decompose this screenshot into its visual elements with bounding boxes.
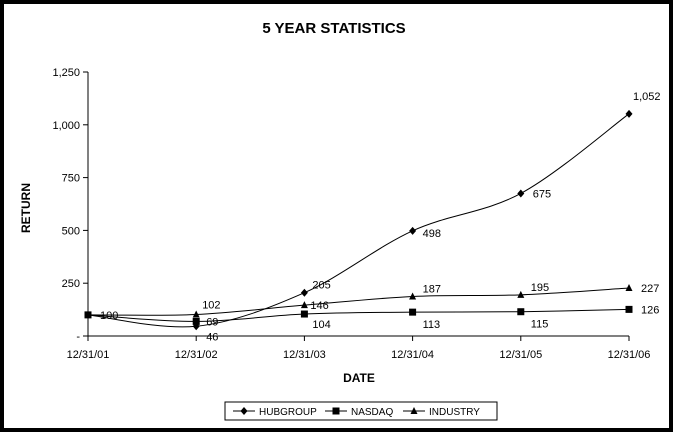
y-tick-label: 250	[62, 278, 80, 290]
legend-entry-hubgroup: HUBGROUP	[233, 407, 317, 418]
data-point-hubgroup	[625, 109, 633, 118]
data-point-industry	[300, 301, 308, 309]
y-tick-label: 750	[62, 173, 80, 185]
x-tick-label: 12/31/05	[499, 349, 542, 361]
data-label-nasdaq: 104	[312, 319, 330, 331]
data-label-hubgroup: 1,052	[633, 91, 661, 103]
axes: - 250 500 750 1,000 1,250 12/31/01 12/31/02 12/3…	[52, 67, 650, 361]
data-point-industry	[517, 290, 525, 298]
data-label-hubgroup: 46	[206, 331, 218, 343]
data-label-nasdaq: 113	[423, 319, 441, 331]
series-nasdaq: 69 104 113 115 126	[84, 304, 659, 331]
y-tick-label: 1,250	[52, 67, 80, 79]
legend-entry-industry: INDUSTRY	[403, 407, 480, 418]
data-label-industry: 195	[531, 282, 549, 294]
x-tick-label: 12/31/02	[175, 349, 218, 361]
x-tick-label: 12/31/01	[67, 349, 110, 361]
chart-frame: 5 YEAR STATISTICS RETURN DATE - 250 500 750…	[4, 4, 669, 428]
x-axis-title: DATE	[343, 371, 375, 385]
y-axis-title: RETURN	[19, 183, 33, 233]
legend: HUBGROUP NASDAQ INDUSTRY	[224, 401, 498, 421]
data-point-industry	[84, 310, 92, 318]
data-point-nasdaq	[517, 308, 525, 316]
series-line-nasdaq	[87, 308, 630, 322]
data-point-hubgroup	[409, 226, 417, 235]
data-point-industry	[625, 284, 633, 292]
y-tick-label: 500	[62, 225, 80, 237]
chart-title: 5 YEAR STATISTICS	[262, 20, 405, 37]
legend-marker-industry	[410, 407, 418, 414]
data-point-industry	[192, 310, 200, 318]
legend-entry-nasdaq: NASDAQ	[325, 407, 393, 418]
data-label-nasdaq: 115	[531, 319, 549, 331]
legend-label: HUBGROUP	[259, 407, 317, 418]
series-hubgroup: 100 46 205 498 675 1,052	[84, 91, 661, 343]
legend-box	[224, 401, 498, 421]
data-label-nasdaq: 126	[641, 304, 659, 316]
data-point-nasdaq	[409, 308, 417, 316]
data-label-industry: 102	[202, 299, 220, 311]
y-tick-label: -	[76, 331, 80, 343]
series-line-hubgroup	[87, 113, 630, 328]
data-point-nasdaq	[625, 305, 633, 313]
data-point-nasdaq	[192, 317, 200, 325]
series-line-industry	[87, 287, 630, 316]
data-point-hubgroup	[300, 288, 308, 297]
legend-label: NASDAQ	[351, 407, 393, 418]
data-label-hubgroup: 100	[100, 310, 118, 322]
data-label-hubgroup: 205	[312, 280, 330, 292]
series-industry: 102 146 187 195 227	[84, 282, 659, 318]
data-point-nasdaq	[300, 310, 308, 318]
data-label-hubgroup: 498	[423, 228, 441, 240]
x-tick-label: 12/31/04	[391, 349, 434, 361]
data-label-industry: 227	[641, 283, 659, 295]
y-tick-label: 1,000	[52, 120, 80, 132]
line-chart: 5 YEAR STATISTICS RETURN DATE - 250 500 750…	[19, 20, 661, 421]
legend-marker-hubgroup	[240, 407, 248, 415]
x-tick-label: 12/31/03	[283, 349, 326, 361]
data-label-nasdaq: 69	[206, 316, 218, 328]
data-point-hubgroup	[517, 189, 525, 198]
x-tick-label: 12/31/06	[608, 349, 651, 361]
data-label-industry: 187	[423, 284, 441, 296]
data-label-industry: 146	[310, 300, 328, 312]
data-label-hubgroup: 675	[533, 188, 551, 200]
legend-label: INDUSTRY	[429, 407, 480, 418]
legend-marker-nasdaq	[332, 407, 340, 415]
data-point-industry	[409, 292, 417, 300]
